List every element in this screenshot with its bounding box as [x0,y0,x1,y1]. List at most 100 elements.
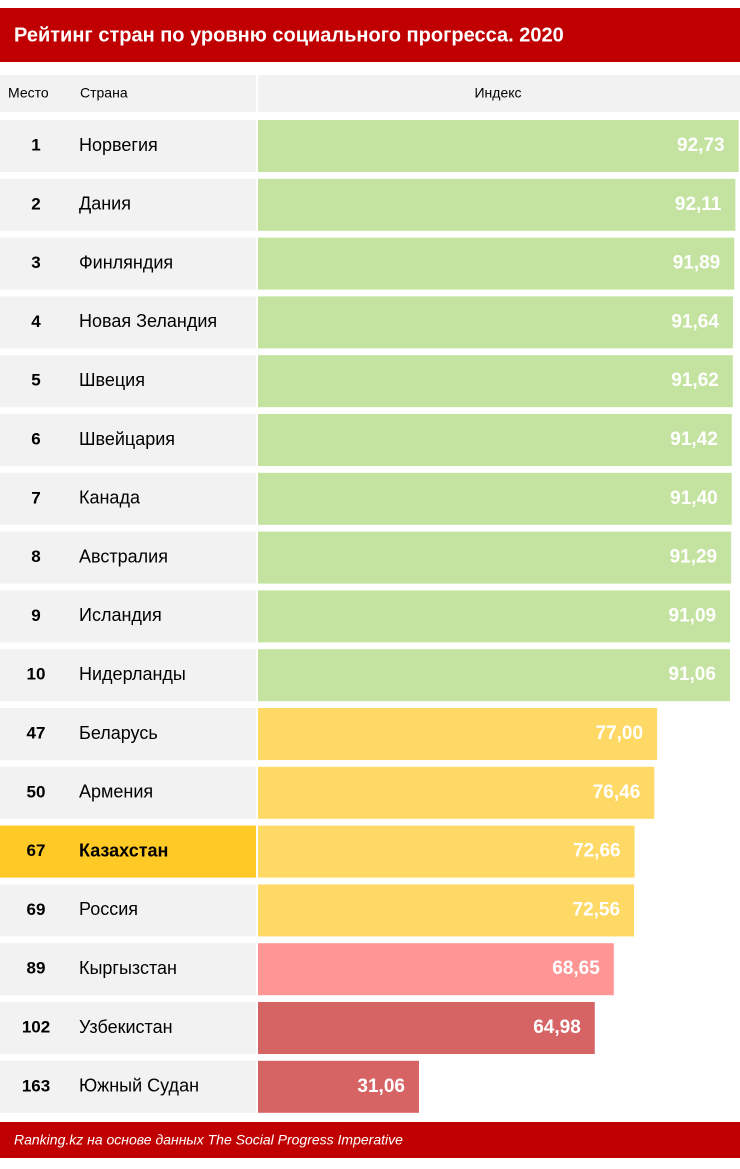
country-cell [70,708,256,760]
rank: 5 [31,371,40,390]
country-cell [70,296,256,349]
value-label: 91,89 [673,253,721,274]
country: Исландия [79,605,162,625]
bar [258,414,732,466]
rank-cell [0,884,70,937]
rank: 47 [27,723,46,742]
country-cell [70,531,256,584]
country-cell [70,472,256,525]
rank-cell [0,355,70,408]
rank-cell [0,178,70,231]
country: Новая Зеландия [79,311,217,331]
bar [258,825,635,878]
country-cell [70,766,256,819]
country-cell [70,590,256,643]
bar [258,531,732,584]
rank-cell [0,708,70,760]
rank: 89 [27,959,46,978]
rank-cell [0,1002,70,1054]
rank: 69 [27,900,46,919]
header-cell [70,75,256,112]
rank: 7 [31,488,40,507]
country: Казахстан [79,840,168,860]
bar [258,708,658,760]
value-label: 91,09 [669,605,717,626]
value-label: 76,46 [593,782,641,803]
bar [258,237,735,290]
bar [258,178,736,231]
country: Узбекистан [79,1017,173,1037]
rank-cell [0,825,70,878]
country: Швеция [79,370,145,390]
bar [258,649,730,702]
bar [258,590,731,643]
bar [258,296,733,349]
country-cell [70,884,256,937]
country: Норвегия [79,135,158,155]
country: Армения [79,782,153,802]
title-bar [0,8,740,62]
chart-title: Рейтинг стран по уровню социального прог… [14,24,564,46]
rank-cell [0,943,70,996]
country: Беларусь [79,723,158,743]
country-cell [70,414,256,466]
country-cell [70,237,256,290]
column-header: Страна [80,85,128,101]
bar [258,120,739,172]
rank-cell [0,531,70,584]
country-cell [70,1002,256,1054]
value-label: 91,64 [671,311,719,332]
rank: 4 [31,312,41,331]
rank-cell [0,1060,70,1113]
bar [258,943,614,996]
rank-cell [0,296,70,349]
bar [258,1060,419,1113]
country-cell [70,1060,256,1113]
value-label: 91,06 [668,664,716,685]
rank-cell [0,472,70,525]
rank: 102 [22,1017,50,1036]
value-label: 92,73 [677,135,725,156]
country: Россия [79,899,138,919]
column-header: Место [8,85,49,101]
rank: 50 [27,782,46,801]
country: Дания [79,194,131,214]
rank: 67 [27,841,46,860]
value-label: 91,42 [670,429,718,450]
country-cell [70,943,256,996]
country-cell [70,120,256,172]
bar [258,472,732,525]
header-cell [0,75,70,112]
footer-bar [0,1122,740,1158]
rank: 163 [22,1076,50,1095]
value-label: 92,11 [675,194,722,215]
rank: 6 [31,429,40,448]
rank: 8 [31,547,40,566]
column-header: Индекс [474,85,521,101]
value-label: 91,29 [670,547,718,568]
rank: 2 [31,194,40,213]
value-label: 72,66 [573,841,621,862]
rank: 9 [31,606,40,625]
rank: 3 [31,253,40,272]
country: Кыргызстан [79,958,177,978]
country: Швейцария [79,429,175,449]
value-label: 64,98 [533,1017,581,1038]
rank-cell [0,590,70,643]
value-label: 77,00 [596,723,644,744]
country-cell [70,178,256,231]
value-label: 91,40 [670,488,718,509]
bar [258,355,733,408]
country: Австралия [79,546,168,566]
rank-cell [0,414,70,466]
value-label: 72,56 [573,899,621,920]
bar [258,1002,595,1054]
rank-cell [0,766,70,819]
source: Ranking.kz на основе данных The Social P… [14,1132,403,1148]
country-cell [70,355,256,408]
country-cell [70,649,256,702]
rank: 1 [31,135,40,154]
rank: 10 [27,665,46,684]
value-label: 31,06 [357,1076,405,1097]
